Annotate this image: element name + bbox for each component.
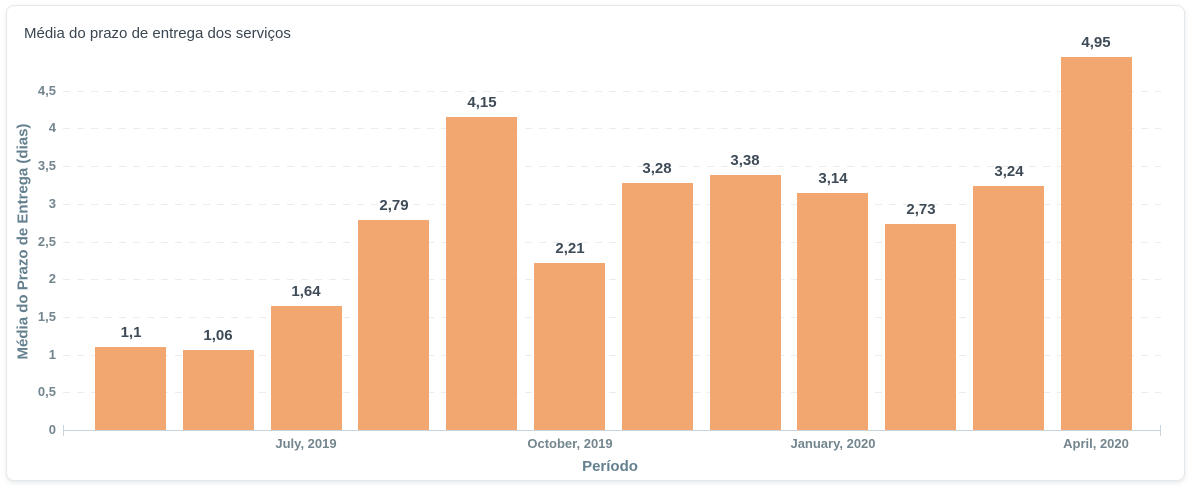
bar[interactable] [358,219,429,430]
y-axis-title: Média do Prazo de Entrega (dias) [14,123,32,360]
y-tick-label: 3,5 [37,158,56,174]
y-tick-label: 2 [48,271,56,287]
gridline [63,392,1161,394]
bar-value-label: 3,28 [642,159,672,177]
y-tick-label: 2,5 [37,233,56,249]
y-tick-label: 1,5 [37,308,56,324]
gridline [63,241,1161,243]
y-tick-label: 4,5 [37,82,56,98]
bar-value-label: 2,73 [906,201,936,219]
gridline [63,279,1161,281]
x-axis-title: Período [582,458,638,475]
bar-value-label: 1,1 [120,324,142,342]
gridline [63,166,1161,168]
y-tick-label: 3 [48,195,56,211]
bar[interactable] [885,224,956,430]
x-tick-label: October, 2019 [527,436,613,451]
gridline [63,316,1161,318]
bar-value-label: 2,79 [379,196,409,214]
bar-value-label: 4,95 [1081,33,1111,51]
bar[interactable] [710,175,781,430]
y-tick-label: 0,5 [37,384,56,400]
bar[interactable] [534,263,605,430]
bar[interactable] [95,347,166,430]
chart-title: Média do prazo de entrega dos serviços [24,25,291,42]
bar[interactable] [446,117,517,430]
bar-value-label: 1,64 [291,283,321,301]
axis-end-tick [1160,425,1161,436]
bar[interactable] [271,306,342,430]
x-tick-label: January, 2020 [790,436,876,451]
bar-value-label: 3,14 [818,170,848,188]
x-tick-label: April, 2020 [1063,436,1129,451]
axis-end-tick [63,425,64,436]
bar[interactable] [797,193,868,430]
gridline [63,90,1161,92]
y-tick-label: 0 [48,422,56,437]
bar[interactable] [1061,56,1132,430]
x-tick-label: July, 2019 [275,436,337,451]
bar-value-label: 3,38 [730,152,760,170]
gridline [63,354,1161,356]
gridline [63,128,1161,130]
bar-value-label: 3,24 [994,162,1024,180]
bar-value-label: 4,15 [467,94,497,112]
bar-value-label: 1,06 [203,327,233,345]
bar-value-label: 2,21 [555,240,585,258]
gridline [63,203,1161,205]
bar[interactable] [183,350,254,430]
bar[interactable] [622,182,693,430]
y-tick-label: 4 [48,120,56,136]
x-axis-line [63,430,1161,431]
bar[interactable] [973,185,1044,430]
y-tick-label: 1 [48,346,56,362]
